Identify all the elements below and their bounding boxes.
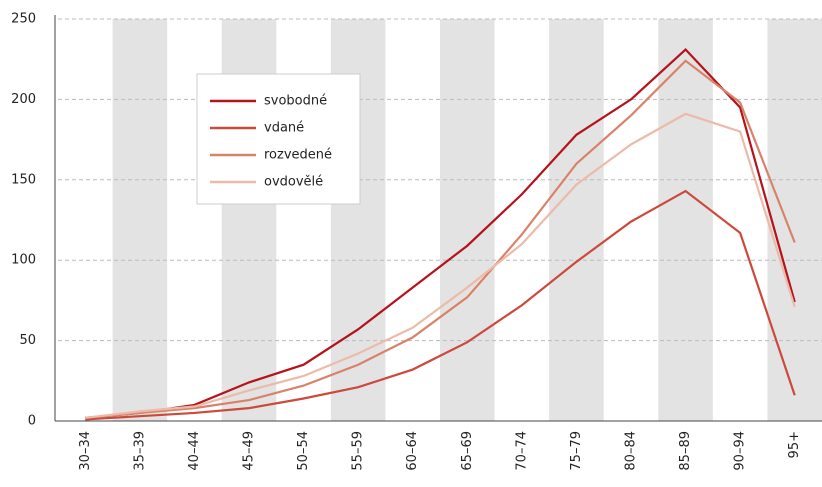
x-tick-label: 35–39 <box>132 431 147 471</box>
x-tick-label: 80–84 <box>624 431 639 471</box>
x-tick-label: 50–54 <box>296 431 311 471</box>
x-tick-label: 70–74 <box>514 431 529 471</box>
legend-label: ovdovělé <box>264 175 323 190</box>
series-line <box>85 112 796 419</box>
y-tick-label: 50 <box>19 333 36 348</box>
x-tick-label: 40–44 <box>187 431 202 471</box>
legend-label: svobodné <box>264 94 327 109</box>
band <box>112 19 168 421</box>
x-tick-label: 85–89 <box>678 431 693 471</box>
x-tick-label: 60–64 <box>405 431 420 471</box>
band <box>658 19 713 421</box>
series-line <box>85 59 796 419</box>
x-tick-label: 45–49 <box>242 431 257 471</box>
band <box>767 19 822 421</box>
band <box>549 19 604 421</box>
y-tick-label: 200 <box>11 92 36 107</box>
x-tick-label: 95+ <box>787 431 802 458</box>
x-tick-label: 30–34 <box>78 431 93 471</box>
x-tick-label: 55–59 <box>351 431 366 471</box>
series-line <box>85 189 796 421</box>
legend: svobodné vdané rozvedené ovdovělé <box>196 73 361 205</box>
y-tick-label: 0 <box>28 414 36 429</box>
band <box>440 19 495 421</box>
legend-label: rozvedené <box>264 148 332 163</box>
x-tick-label: 75–79 <box>569 431 584 471</box>
x-tick-label: 65–69 <box>460 431 475 471</box>
legend-label: vdané <box>264 121 304 136</box>
y-tick-label: 100 <box>11 253 36 268</box>
series-line <box>85 48 796 419</box>
y-tick-label: 250 <box>11 12 36 27</box>
x-tick-label: 90–94 <box>733 431 748 471</box>
y-tick-label: 150 <box>11 172 36 187</box>
